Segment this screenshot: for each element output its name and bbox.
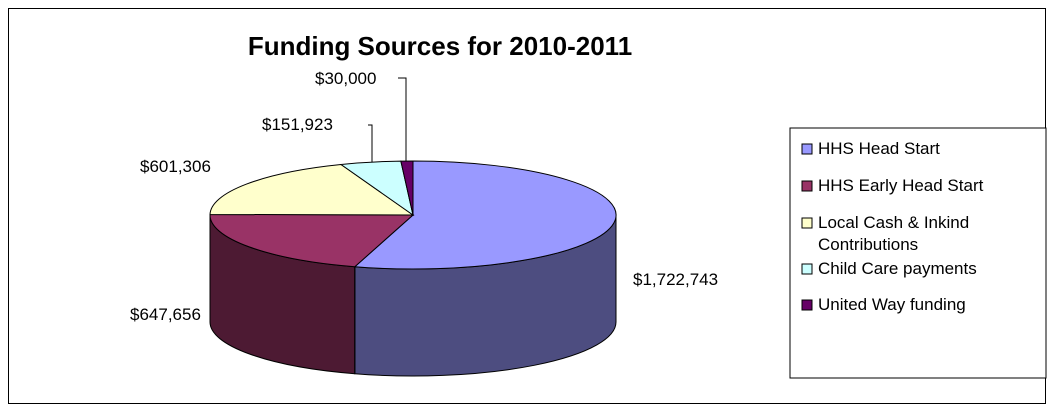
pie-labels: $1,722,743 $647,656 $601,306 $151,923 $30,00… bbox=[130, 69, 718, 324]
data-label-4: $30,000 bbox=[315, 69, 376, 88]
data-label-0: $1,722,743 bbox=[633, 270, 718, 289]
data-label-1: $647,656 bbox=[130, 305, 201, 324]
leader-line-3 bbox=[368, 124, 373, 162]
legend-box bbox=[789, 127, 1047, 379]
leader-line-4 bbox=[398, 77, 407, 161]
legend-swatch-4 bbox=[801, 299, 813, 311]
data-label-3: $151,923 bbox=[262, 115, 333, 134]
pie-slice-4 bbox=[400, 160, 414, 216]
chart-title: Funding Sources for 2010-2011 bbox=[248, 31, 632, 61]
pie-slice-0 bbox=[353, 160, 617, 270]
pie-leaders bbox=[368, 77, 407, 162]
legend: HHS Head Start HHS Early Head Start Local … bbox=[789, 127, 1047, 379]
data-label-2: $601,306 bbox=[140, 157, 211, 176]
legend-swatch-1 bbox=[801, 180, 813, 192]
legend-label-0: HHS Head Start bbox=[818, 139, 940, 158]
pie-top bbox=[209, 160, 617, 270]
pie-slice-1 bbox=[209, 213, 415, 268]
legend-label-3: Child Care payments bbox=[818, 259, 977, 278]
legend-label-4: United Way funding bbox=[818, 295, 966, 314]
legend-swatch-3 bbox=[801, 263, 813, 275]
legend-swatch-2 bbox=[801, 217, 813, 229]
legend-label-2: Local Cash & Inkind bbox=[818, 213, 969, 232]
pie-slice-2 bbox=[209, 163, 415, 216]
legend-label-1: HHS Early Head Start bbox=[818, 176, 984, 195]
legend-swatch-0 bbox=[801, 143, 813, 155]
legend-label-2-line2: Contributions bbox=[818, 235, 918, 254]
pie-sides bbox=[209, 214, 617, 377]
